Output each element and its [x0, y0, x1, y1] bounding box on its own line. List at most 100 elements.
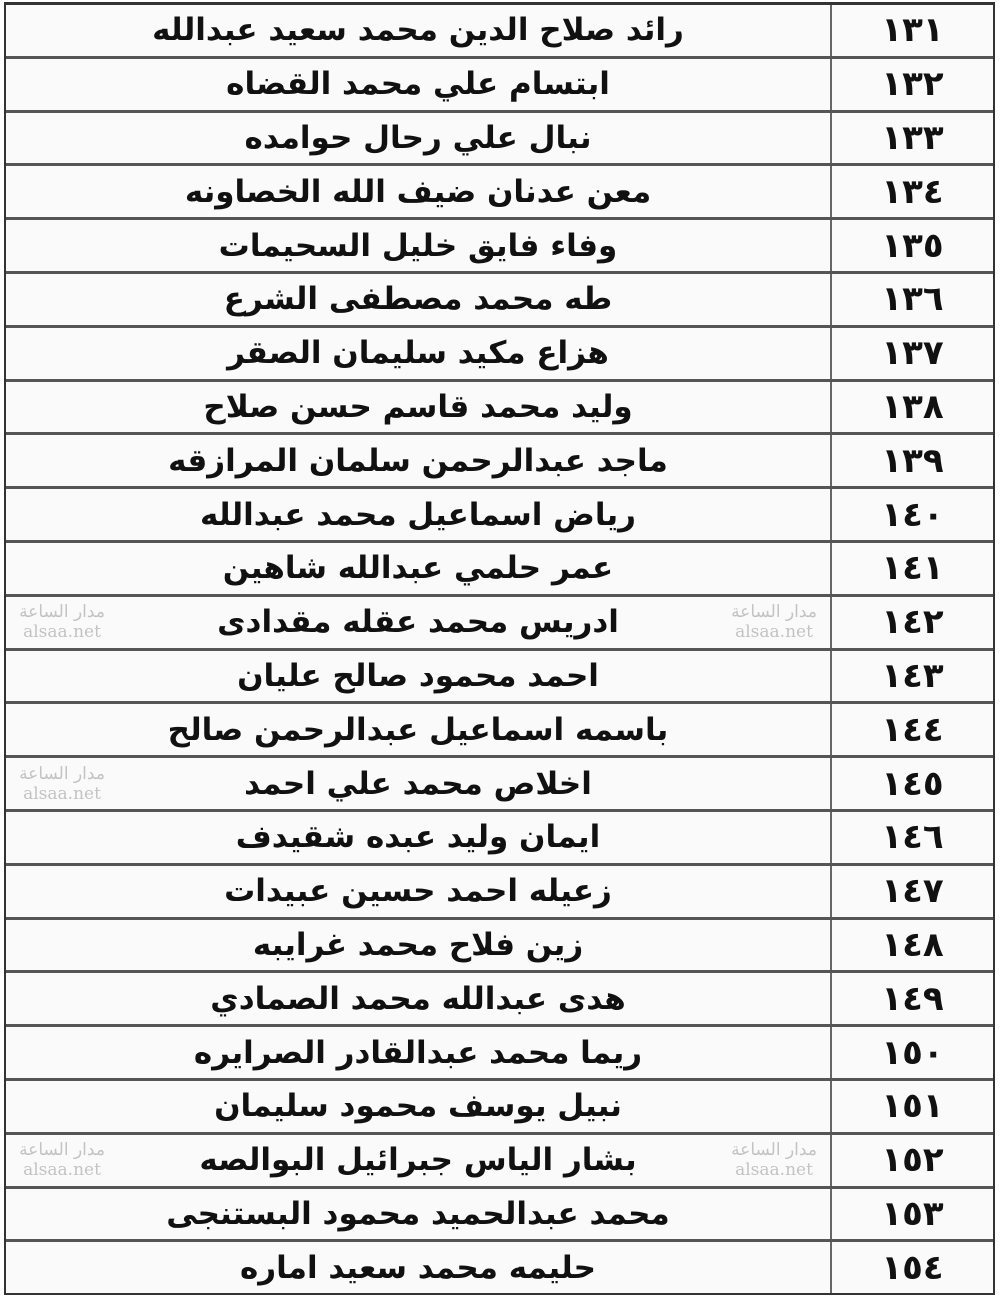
cell-margin [718, 382, 830, 433]
cell-margin: مدار الساعة alsaa.net [718, 597, 830, 648]
watermark-line: مدار الساعة [19, 763, 105, 784]
cell-margin [718, 1027, 830, 1078]
table-row: ١٤٧ زعيله احمد حسين عبيدات [6, 862, 993, 917]
cell-margin [6, 1242, 118, 1293]
watermark: مدار الساعة alsaa.net [731, 602, 817, 642]
cell-margin [718, 1081, 830, 1132]
cell-margin [718, 973, 830, 1024]
name-cell: وليد محمد قاسم حسن صلاح [6, 382, 830, 433]
cell-margin: مدار الساعة alsaa.net [6, 758, 118, 809]
table-row: ١٤٨ زين فلاح محمد غرايبه [6, 916, 993, 971]
cell-margin [6, 59, 118, 110]
name-cell: نبال علي رحال حوامده [6, 113, 830, 164]
table-row: ١٣٤ معن عدنان ضيف الله الخصاونه [6, 163, 993, 218]
cell-margin [718, 543, 830, 594]
cell-margin [6, 704, 118, 755]
row-name: ماجد عبدالرحمن سلمان المرازقه [168, 442, 668, 479]
cell-margin [718, 1242, 830, 1293]
cell-margin [6, 973, 118, 1024]
row-number: ١٥٠ [830, 1027, 993, 1078]
cell-margin [718, 1189, 830, 1240]
table-row: ١٥٤ حليمه محمد سعيد اماره [6, 1239, 993, 1294]
name-cell: زين فلاح محمد غرايبه [6, 920, 830, 971]
row-name: ايمان وليد عبده شقيدف [235, 819, 601, 856]
watermark-line: alsaa.net [735, 1160, 813, 1181]
cell-margin: مدار الساعة alsaa.net [6, 1135, 118, 1186]
row-number: ١٣٧ [830, 327, 993, 379]
row-number: ١٤٣ [830, 650, 993, 702]
row-number: ١٤٦ [830, 811, 993, 863]
cell-margin [718, 812, 830, 863]
watermark-line: alsaa.net [23, 1160, 101, 1181]
cell-margin [718, 489, 830, 540]
cell-margin [6, 543, 118, 594]
row-name: وليد محمد قاسم حسن صلاح [203, 388, 633, 425]
row-number: ١٣٩ [830, 435, 993, 487]
row-number: ١٤٨ [830, 919, 993, 971]
row-name: احمد محمود صالح عليان [237, 657, 599, 694]
row-name: ابتسام علي محمد القضاه [226, 66, 610, 103]
cell-margin [718, 866, 830, 917]
watermark: مدار الساعة alsaa.net [19, 764, 105, 804]
names-table: ١٣١ رائد صلاح الدين محمد سعيد عبدالله ١٣٢ ا… [4, 2, 995, 1296]
cell-margin [6, 113, 118, 164]
row-name: ريما محمد عبدالقادر الصرايره [193, 1034, 643, 1071]
row-name: رياض اسماعيل محمد عبدالله [200, 496, 636, 533]
table-row: ١٣١ رائد صلاح الدين محمد سعيد عبدالله [6, 2, 993, 56]
table-row: ١٣٣ نبال علي رحال حوامده [6, 109, 993, 164]
table-row: ١٤١ عمر حلمي عبدالله شاهين [6, 539, 993, 594]
row-name: عمر حلمي عبدالله شاهين [222, 550, 614, 587]
cell-margin [718, 166, 830, 217]
name-cell: زعيله احمد حسين عبيدات [6, 866, 830, 917]
row-number: ١٣٦ [830, 273, 993, 325]
cell-margin [6, 166, 118, 217]
cell-margin [6, 435, 118, 486]
table-row: ١٥٣ محمد عبدالحميد محمود البستنجى [6, 1185, 993, 1240]
row-number: ١٣٥ [830, 220, 993, 271]
watermark-line: مدار الساعة [731, 602, 817, 623]
row-number: ١٤٩ [830, 973, 993, 1025]
row-number: ١٤١ [830, 542, 993, 594]
watermark: مدار الساعة alsaa.net [19, 602, 105, 642]
cell-margin [6, 866, 118, 917]
cell-margin [718, 5, 830, 56]
row-number: ١٥٢ [830, 1134, 993, 1186]
watermark-line: alsaa.net [735, 622, 813, 643]
cell-margin [718, 59, 830, 110]
cell-margin [718, 435, 830, 486]
name-cell: عمر حلمي عبدالله شاهين [6, 543, 830, 594]
cell-margin [718, 758, 830, 809]
cell-margin: مدار الساعة alsaa.net [718, 1135, 830, 1186]
cell-margin [6, 274, 118, 325]
watermark-line: مدار الساعة [19, 602, 105, 623]
row-number: ١٥٤ [830, 1242, 993, 1294]
table-row: ١٤٣ احمد محمود صالح عليان [6, 647, 993, 702]
row-name: زعيله احمد حسين عبيدات [224, 873, 612, 910]
row-number: ١٤٤ [830, 704, 993, 756]
row-name: وفاء فايق خليل السحيمات [218, 227, 618, 264]
row-number: ١٣١ [830, 5, 993, 56]
watermark-line: مدار الساعة [731, 1140, 817, 1161]
cell-margin [718, 274, 830, 325]
table-row: ١٥٢ مدار الساعة alsaa.net بشار الياس جبرائي… [6, 1131, 993, 1186]
row-name: محمد عبدالحميد محمود البستنجى [166, 1195, 670, 1232]
name-cell: رياض اسماعيل محمد عبدالله [6, 489, 830, 540]
cell-margin [6, 382, 118, 433]
table-row: ١٤٥ مدار الساعة alsaa.net اخلاص محمد علي اح… [6, 755, 993, 809]
table-row: ١٤٠ رياض اسماعيل محمد عبدالله [6, 486, 993, 540]
name-cell: مدار الساعة alsaa.net ادريس محمد عقله مقدا… [6, 597, 830, 648]
watermark-line: alsaa.net [23, 622, 101, 643]
row-number: ١٤٢ [830, 596, 993, 648]
table-row: ١٣٧ هزاع مكيد سليمان الصقر [6, 324, 993, 379]
row-name: هدى عبدالله محمد الصمادي [210, 980, 626, 1017]
row-name: ادريس محمد عقله مقدادى [217, 604, 619, 641]
name-cell: باسمه اسماعيل عبدالرحمن صالح [6, 704, 830, 755]
cell-margin [718, 651, 830, 702]
cell-margin [6, 220, 118, 271]
watermark-line: مدار الساعة [19, 1140, 105, 1161]
table-row: ١٥٠ ريما محمد عبدالقادر الصرايره [6, 1024, 993, 1078]
table-row: ١٣٦ طه محمد مصطفى الشرع [6, 270, 993, 325]
row-name: معن عدنان ضيف الله الخصاونه [184, 173, 652, 210]
name-cell: ابتسام علي محمد القضاه [6, 59, 830, 110]
cell-margin [6, 651, 118, 702]
